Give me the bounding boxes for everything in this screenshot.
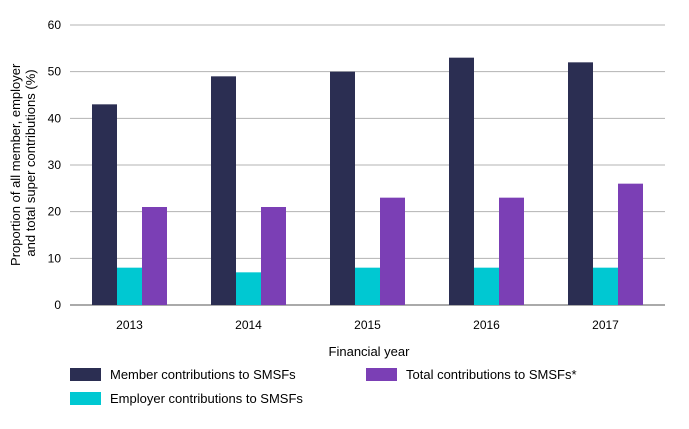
bar-2017-series-1 [568, 62, 593, 306]
grid-layer [70, 24, 665, 306]
y-tick-label: 60 [48, 18, 62, 32]
legend: Member contributions to SMSFs Employer co… [70, 367, 577, 406]
bar-2015-series-3 [380, 197, 405, 305]
x-axis-title: Financial year [329, 344, 411, 359]
bars-layer [92, 57, 643, 306]
y-tick-label: 40 [48, 111, 62, 125]
bar-2016-series-1 [449, 57, 474, 305]
bar-2014-series-1 [211, 76, 236, 305]
x-tick-label: 2013 [116, 318, 143, 332]
legend-label: Employer contributions to SMSFs [110, 391, 303, 406]
y-tick-label: 0 [54, 298, 61, 312]
legend-swatch [70, 368, 101, 381]
y-tick-label: 10 [48, 251, 62, 265]
bar-2016-series-3 [499, 197, 524, 305]
y-axis-title-line-1: Proportion of all member, employer [8, 63, 23, 266]
bar-2015-series-1 [330, 71, 355, 306]
bar-2016-series-2 [474, 267, 499, 305]
legend-swatch [366, 368, 397, 381]
bar-2017-series-3 [618, 183, 643, 305]
legend-label: Total contributions to SMSFs* [406, 367, 577, 382]
y-tick-label: 50 [48, 65, 62, 79]
bar-2017-series-2 [593, 267, 618, 305]
y-tick-label: 30 [48, 158, 62, 172]
x-tick-label: 2015 [354, 318, 381, 332]
bar-2014-series-2 [236, 272, 261, 305]
y-axis-title: Proportion of all member, employer and t… [8, 60, 38, 266]
bar-2015-series-2 [355, 267, 380, 305]
x-tick-label: 2014 [235, 318, 262, 332]
x-tick-label: 2016 [473, 318, 500, 332]
bar-2013-series-3 [142, 207, 167, 305]
legend-swatch [70, 392, 101, 405]
bar-2013-series-1 [92, 104, 117, 305]
x-tick-label: 2017 [592, 318, 619, 332]
axis-layer: Financial year Proportion of all member,… [8, 18, 619, 359]
y-tick-label: 20 [48, 205, 62, 219]
bar-2013-series-2 [117, 267, 142, 305]
legend-label: Member contributions to SMSFs [110, 367, 296, 382]
y-axis-title-line-2: and total super contributions (%) [23, 69, 38, 256]
bar-2014-series-3 [261, 207, 286, 305]
